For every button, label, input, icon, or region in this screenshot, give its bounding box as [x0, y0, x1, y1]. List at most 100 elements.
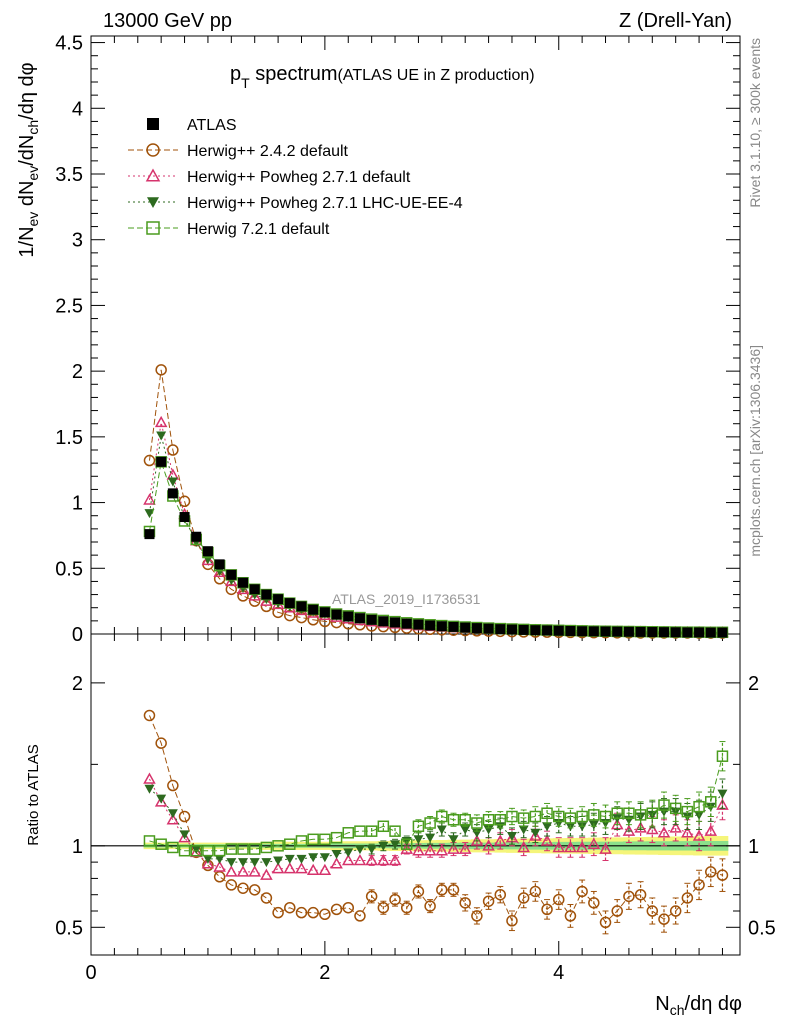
- main-ytick-label: 3.5: [55, 164, 83, 186]
- ratio-point-h242: [295, 906, 308, 919]
- ratio-point-hpow: [365, 853, 378, 866]
- ratio-point-h721: [330, 831, 343, 844]
- point-hpow: [248, 589, 261, 601]
- ratio-point-hlhc: [378, 841, 389, 851]
- ratio-point-hpow: [517, 840, 530, 853]
- ratio-point-hpow: [377, 853, 390, 866]
- ratio-point-h721: [482, 814, 495, 826]
- ratio-point-h242: [693, 879, 705, 891]
- ratio-point-h721: [248, 843, 261, 855]
- ratio-point-h721: [447, 814, 460, 826]
- ratio-point-hpow: [681, 826, 694, 838]
- ratio-point-h721: [529, 810, 542, 823]
- main-ytick-label: 0: [72, 624, 83, 646]
- ratio-point-hpow: [283, 862, 297, 874]
- header-left: 13000 GeV pp: [103, 10, 232, 32]
- ratio-point-h242: [658, 913, 670, 925]
- ratio-point-h242: [389, 893, 401, 906]
- ratio-point-h721: [389, 825, 401, 837]
- ratio-point-hpow: [704, 824, 718, 836]
- x-axis-label: Nch/dη dφ: [655, 993, 742, 1018]
- ratio-point-hpow: [540, 834, 554, 846]
- point-hpow: [201, 553, 215, 566]
- ratio-point-hlhc: [249, 858, 260, 868]
- ratio-point-h721: [155, 838, 167, 850]
- ratio-series-layer: [143, 709, 729, 935]
- main-ytick-label: 1: [72, 493, 83, 515]
- ratio-point-hpow: [692, 829, 706, 841]
- ratio-point-hpow: [341, 853, 355, 866]
- point-atlas: [261, 589, 272, 600]
- ratio-point-hpow: [646, 822, 659, 835]
- ratio-point-hpow: [423, 844, 437, 856]
- ratio-point-hpow: [236, 865, 250, 877]
- ratio-point-h721: [225, 843, 238, 855]
- ratio-point-hlhc: [156, 794, 167, 804]
- ratio-point-hlhc: [670, 807, 681, 817]
- ratio-ytick-label: 0.5: [55, 917, 83, 939]
- ratio-point-hpow: [575, 840, 589, 853]
- ratio-point-h242: [400, 901, 413, 914]
- ratio-ytick-label: 2: [72, 673, 83, 695]
- ratio-point-hpow: [353, 853, 367, 866]
- ratio-point-hpow: [482, 839, 495, 851]
- ratio-point-h242: [213, 871, 226, 883]
- point-atlas: [390, 617, 401, 628]
- point-atlas: [495, 624, 506, 635]
- ratio-point-h721: [354, 825, 366, 837]
- point-h242: [167, 444, 179, 456]
- point-hlhc: [156, 431, 167, 441]
- legend-label-hpow: Herwig++ Powheg 2.7.1 default: [187, 169, 411, 186]
- ratio-point-h721: [260, 841, 273, 854]
- point-atlas: [670, 627, 681, 638]
- main-title: pT spectrum(ATLAS UE in Z production): [230, 63, 535, 91]
- ratio-point-hpow: [564, 840, 577, 853]
- ratio-point-hpow: [225, 865, 238, 877]
- point-atlas: [448, 621, 459, 632]
- ratio-point-hpow: [435, 844, 449, 856]
- ratio-point-h242: [447, 884, 460, 896]
- ratio-point-h242: [552, 893, 565, 906]
- ratio-point-h721: [623, 807, 635, 819]
- legend-item-hpow: Herwig++ Powheg 2.7.1 default: [128, 168, 411, 186]
- ratio-point-h721: [295, 835, 308, 847]
- legend-label-hlhc: Herwig++ Powheg 2.7.1 LHC-UE-EE-4: [187, 195, 463, 212]
- point-atlas: [226, 569, 237, 580]
- ratio-point-h721: [564, 812, 577, 824]
- ratio-point-hpow: [201, 857, 215, 869]
- ratio-point-hlhc: [518, 825, 529, 835]
- ratio-point-h242: [284, 901, 296, 914]
- legend-marker-hpow: [145, 168, 161, 182]
- ratio-point-h721: [646, 807, 659, 819]
- ratio-point-h721: [319, 833, 331, 846]
- main-series-layer: [143, 364, 729, 639]
- point-atlas: [296, 601, 307, 612]
- ratio-point-h242: [588, 897, 600, 909]
- ratio-point-h721: [400, 838, 413, 850]
- main-ytick-label: 2: [72, 361, 83, 383]
- ratio-point-h721: [342, 827, 355, 839]
- ratio-point-h721: [190, 844, 202, 857]
- ratio-point-h242: [272, 906, 284, 919]
- point-atlas: [214, 559, 225, 570]
- ratio-point-hpow: [458, 842, 472, 854]
- ratio-xtick-label: 0: [85, 962, 96, 984]
- ratio-point-hlhc: [284, 854, 295, 864]
- point-atlas: [343, 611, 354, 622]
- ratio-point-h242: [471, 910, 483, 922]
- ratio-point-hlhc: [542, 822, 553, 832]
- ratio-point-hlhc: [448, 835, 459, 845]
- ratio-point-h242: [377, 901, 390, 914]
- ratio-point-h242: [424, 900, 436, 912]
- ratio-line-h242: [149, 715, 723, 924]
- ratio-point-h721: [365, 825, 378, 837]
- point-atlas: [191, 531, 202, 542]
- ratio-point-h721: [272, 840, 284, 852]
- ratio-point-hlhc: [308, 853, 319, 863]
- point-atlas: [682, 627, 693, 638]
- point-atlas: [647, 627, 658, 638]
- main-ytick-label: 0.5: [55, 558, 83, 580]
- ratio-point-hpow: [657, 826, 671, 838]
- ratio-line-hpow: [149, 778, 723, 876]
- point-atlas: [284, 598, 295, 609]
